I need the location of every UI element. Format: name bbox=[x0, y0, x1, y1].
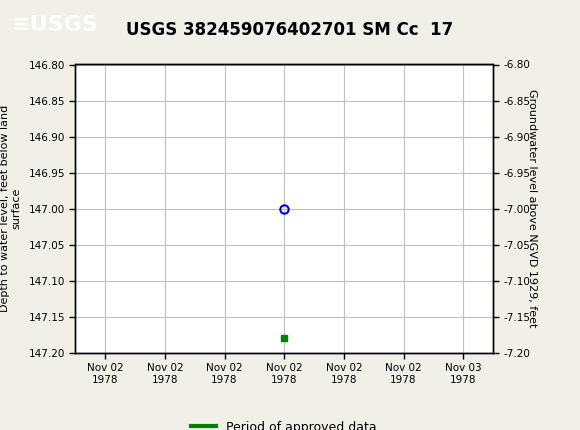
Legend: Period of approved data: Period of approved data bbox=[186, 415, 382, 430]
Y-axis label: Depth to water level, feet below land
surface: Depth to water level, feet below land su… bbox=[0, 105, 21, 312]
Text: ≡USGS: ≡USGS bbox=[12, 15, 99, 35]
Y-axis label: Groundwater level above NGVD 1929, feet: Groundwater level above NGVD 1929, feet bbox=[527, 89, 537, 328]
Text: USGS 382459076402701 SM Cc  17: USGS 382459076402701 SM Cc 17 bbox=[126, 21, 454, 39]
